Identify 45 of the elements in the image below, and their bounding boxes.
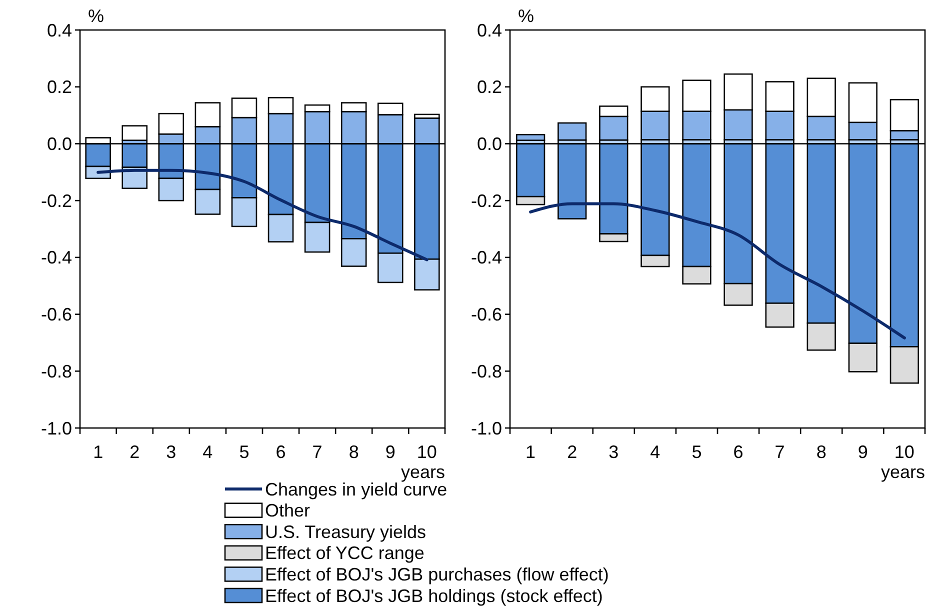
x-tick-label: 4 (650, 442, 660, 462)
legend-label: Effect of BOJ's JGB purchases (flow effect) (265, 564, 609, 584)
y-axis-title: % (88, 6, 104, 26)
x-tick-label: 8 (348, 442, 359, 462)
y-tick-label: -1.0 (40, 418, 72, 438)
x-tick-label: 6 (276, 442, 286, 462)
y-tick-label: -0.6 (40, 304, 72, 325)
y-tick-label: -1.0 (470, 418, 502, 438)
x-tick-label: 9 (858, 442, 868, 462)
x-tick-label: 1 (526, 442, 536, 462)
y-tick-label: 0.0 (476, 134, 502, 154)
x-tick-label: 2 (130, 442, 140, 462)
y-tick-label: -0.6 (470, 304, 502, 325)
legend-label: Effect of BOJ's JGB holdings (stock effect) (265, 586, 603, 606)
x-tick-label: 7 (312, 442, 322, 462)
y-tick-label: 0.2 (476, 77, 502, 98)
x-tick-label: 3 (608, 442, 619, 462)
x-tick-label: 1 (93, 442, 104, 462)
x-tick-label: 5 (239, 442, 250, 462)
x-axis-title: years (400, 462, 445, 482)
x-tick-label: 10 (894, 442, 914, 462)
x-tick-label: 3 (166, 442, 176, 462)
y-tick-label: -0.8 (40, 361, 72, 382)
legend-label: Effect of YCC range (265, 543, 424, 564)
y-tick-label: -0.2 (40, 190, 72, 211)
x-tick-label: 8 (816, 442, 826, 462)
y-tick-label: 0.2 (46, 77, 72, 98)
y-tick-label: 0.0 (46, 134, 72, 154)
y-tick-label: -0.4 (40, 248, 72, 268)
y-tick-label: 0.4 (476, 20, 502, 40)
y-axis-title: % (518, 6, 534, 26)
y-tick-label: -0.8 (470, 361, 502, 382)
x-tick-label: 2 (567, 442, 578, 462)
y-tick-label: -0.4 (470, 248, 502, 268)
y-tick-label: 0.4 (46, 20, 72, 40)
y-tick-label: -0.2 (470, 190, 502, 211)
x-tick-label: 10 (416, 442, 437, 462)
x-tick-label: 4 (202, 442, 213, 462)
x-tick-label: 9 (385, 442, 396, 462)
legend-label: U.S. Treasury yields (265, 522, 426, 542)
legend-label: Other (265, 500, 310, 521)
x-tick-label: 7 (774, 442, 785, 462)
x-tick-label: 5 (692, 442, 702, 462)
x-axis-title: years (880, 462, 925, 482)
x-tick-label: 6 (733, 442, 744, 462)
